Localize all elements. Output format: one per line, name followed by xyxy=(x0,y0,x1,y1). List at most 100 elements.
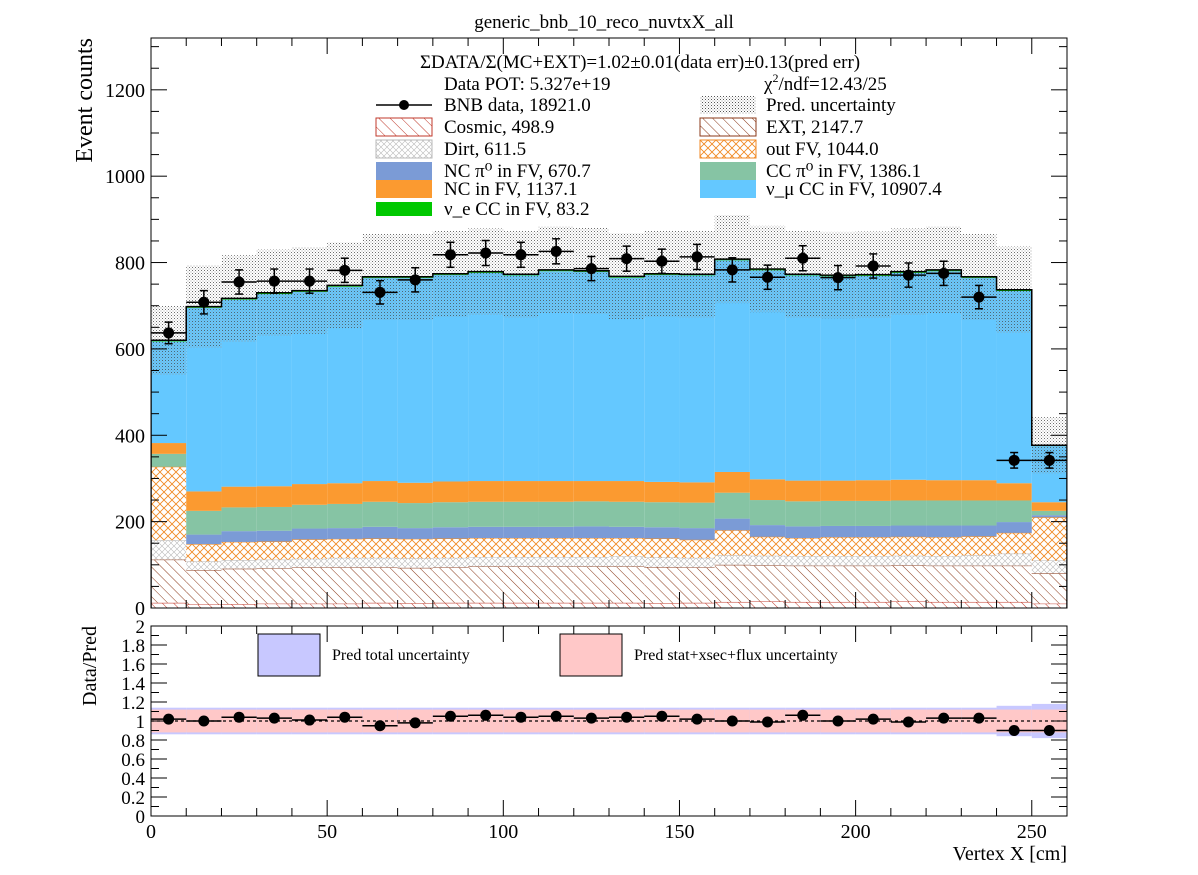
stack-ncpi0-13 xyxy=(609,526,645,539)
ratio-point-25 xyxy=(1043,725,1055,736)
stack-ccpi0-19 xyxy=(820,500,856,526)
ratio-point-2 xyxy=(233,711,245,723)
stack-nc-1 xyxy=(186,491,222,511)
pot-text: Data POT: 5.327e+19 xyxy=(444,74,611,95)
stack-dirt-1 xyxy=(186,561,222,570)
stack-ext-0 xyxy=(151,559,187,603)
stack-ccpi0-25 xyxy=(1031,510,1067,516)
stack-ccpi0-8 xyxy=(432,502,469,528)
ratio-band-stat-25 xyxy=(1031,709,1067,733)
legend-data-label: BNB data, 18921.0 xyxy=(444,95,591,116)
stack-ext-24 xyxy=(996,565,1032,602)
ratio-band-stat-24 xyxy=(996,709,1032,733)
stack-ncpi0-21 xyxy=(890,525,927,537)
legend-ncpi0-label: NC π⁰ in FV, 670.7 xyxy=(444,161,591,182)
stack-nc-12 xyxy=(573,481,609,502)
legend-unc-swatch xyxy=(700,96,756,114)
legend-dirt-label: Dirt, 611.5 xyxy=(444,139,526,160)
stack-outfv-17 xyxy=(749,536,786,556)
ratio-point-5 xyxy=(339,711,351,723)
stack-outfv-8 xyxy=(432,538,469,558)
ratio-ytick-label-2: 2 xyxy=(136,617,146,638)
stack-ncpi0-24 xyxy=(996,522,1032,533)
stack-ccpi0-1 xyxy=(186,510,222,535)
stack-nc-25 xyxy=(1031,502,1067,511)
stack-ccpi0-22 xyxy=(926,500,962,526)
stack-ccpi0-4 xyxy=(291,504,328,529)
stack-ext-21 xyxy=(890,565,927,602)
main-stack xyxy=(151,215,1067,608)
main-ytick-label-1000: 1000 xyxy=(105,166,145,188)
stack-cosmic-0 xyxy=(151,602,187,608)
stack-cosmic-16 xyxy=(714,601,750,608)
stack-outfv-0 xyxy=(151,466,187,541)
main-ytick-label-1200: 1200 xyxy=(105,80,145,102)
stack-dirt-12 xyxy=(573,557,609,567)
stack-cosmic-20 xyxy=(855,601,891,608)
stack-dirt-8 xyxy=(432,557,469,568)
stack-ncpi0-25 xyxy=(1031,515,1067,518)
stack-dirt-4 xyxy=(291,558,328,568)
stack-cosmic-6 xyxy=(362,602,398,608)
stack-outfv-22 xyxy=(926,537,962,557)
stack-ncpi0-5 xyxy=(327,528,363,539)
stack-cosmic-13 xyxy=(609,602,645,608)
legend-nue-swatch xyxy=(376,202,432,216)
stack-ccpi0-6 xyxy=(362,501,398,527)
stack-cosmic-1 xyxy=(186,604,222,608)
stack-ccpi0-20 xyxy=(855,500,891,526)
legend-numu-swatch xyxy=(700,180,756,198)
stack-outfv-5 xyxy=(327,538,363,558)
data-point-24 xyxy=(1008,454,1020,466)
ratio-point-21 xyxy=(902,716,914,728)
data-point-7 xyxy=(409,274,421,286)
data-point-25 xyxy=(1043,454,1055,466)
data-point-14 xyxy=(656,255,668,267)
stack-outfv-19 xyxy=(820,537,856,557)
main-axes: 0 200 400 600 800 1000 1200 xyxy=(105,37,1068,620)
stack-ext-6 xyxy=(362,567,398,603)
stack-ccpi0-17 xyxy=(749,500,786,526)
stack-nc-4 xyxy=(291,484,328,505)
stack-nc-18 xyxy=(785,480,821,502)
ratio-point-1 xyxy=(198,715,210,727)
legend-ext-label: EXT, 2147.7 xyxy=(766,117,863,138)
stack-ext-10 xyxy=(503,566,539,603)
stack-outfv-10 xyxy=(503,538,539,558)
data-point-23 xyxy=(973,291,985,303)
ratio-point-24 xyxy=(1008,725,1020,736)
stack-dirt-0 xyxy=(151,540,187,560)
data-point-13 xyxy=(621,253,633,265)
ratio-xtick-label-150: 150 xyxy=(664,821,694,843)
stack-cosmic-22 xyxy=(926,601,962,608)
data-point-11 xyxy=(550,245,562,257)
stack-nc-10 xyxy=(503,481,539,502)
stack-ext-11 xyxy=(538,566,574,603)
ratio-xtick-label-100: 100 xyxy=(488,821,518,843)
stack-outfv-24 xyxy=(996,532,1032,554)
x-axis-label: Vertex X [cm] xyxy=(953,843,1067,865)
data-point-15 xyxy=(691,251,703,263)
stack-outfv-4 xyxy=(291,539,328,559)
legend-numu-label: ν_μ CC in FV, 10907.4 xyxy=(766,179,942,200)
ratio-xtick-label-200: 200 xyxy=(841,821,871,843)
ratio-point-19 xyxy=(832,715,844,727)
data-point-22 xyxy=(938,267,950,279)
stack-dirt-25 xyxy=(1031,560,1067,574)
ratio-point-0 xyxy=(163,713,175,725)
stack-ext-5 xyxy=(327,567,363,604)
stack-nc-6 xyxy=(362,481,398,502)
ratio-point-12 xyxy=(585,712,597,724)
main-ytick-label-800: 800 xyxy=(115,253,145,275)
ratio-ytick-label-1.4: 1.4 xyxy=(121,674,145,695)
legend-cosmic-swatch xyxy=(375,117,433,137)
stack-ncpi0-16 xyxy=(714,518,750,531)
stack-ccpi0-7 xyxy=(397,503,433,529)
stack-ncpi0-20 xyxy=(855,525,891,538)
stack-dirt-6 xyxy=(362,557,398,568)
stack-ccpi0-2 xyxy=(221,507,257,532)
stack-ncpi0-12 xyxy=(573,526,609,539)
stack-dirt-2 xyxy=(221,560,257,569)
stack-dirt-9 xyxy=(468,557,504,567)
